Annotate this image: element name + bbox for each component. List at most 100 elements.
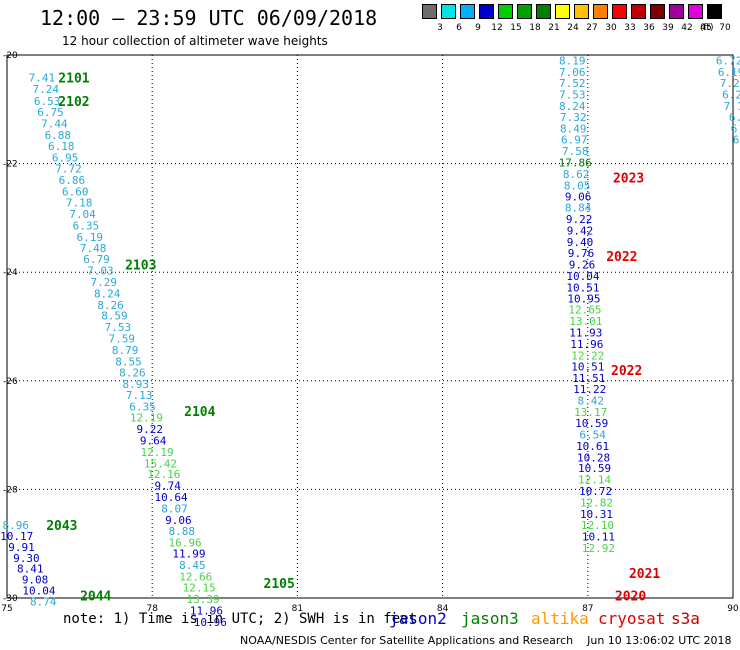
wave-height-value: 9.30 xyxy=(13,552,40,565)
y-tick-label: -20 xyxy=(3,51,18,61)
wave-height-value: 10.95 xyxy=(567,292,600,305)
y-tick-label: -26 xyxy=(3,377,18,387)
wave-height-value: 6.72 xyxy=(716,54,740,67)
legend-swatch xyxy=(707,4,722,19)
wave-height-value: 9.22 xyxy=(566,213,593,226)
wave-height-value: 7.29 xyxy=(91,276,118,289)
footer-note: note: 1) Time is in UTC; 2) SWH is in fe… xyxy=(63,611,418,627)
legend-label: 12 xyxy=(491,23,503,33)
wave-height-value: 12.82 xyxy=(580,496,613,509)
wave-height-value: 9.42 xyxy=(567,224,594,237)
wave-height-value: 12.19 xyxy=(140,446,173,459)
wave-height-value: 11.93 xyxy=(569,326,602,339)
legend-label: 33 xyxy=(624,23,636,33)
wave-height-value: 9.06 xyxy=(165,514,192,527)
wave-height-value: 9.91 xyxy=(8,541,35,554)
wave-height-value: 10.64 xyxy=(155,491,188,504)
wave-height-value: 10.61 xyxy=(576,440,609,453)
wave-height-value: 8.55 xyxy=(115,355,142,368)
wave-height-value: 13.39 xyxy=(186,593,219,606)
wave-height-value: 7.03 xyxy=(87,265,114,278)
x-tick-label: 78 xyxy=(146,604,158,614)
wave-height-value: 7.72 xyxy=(55,162,82,175)
wave-height-value: 7.53 xyxy=(105,321,132,334)
wave-height-value: 9.22 xyxy=(137,423,164,436)
wave-height-value: 9.76 xyxy=(568,247,595,260)
legend-swatch xyxy=(574,4,589,19)
pass-number-label: 2020 xyxy=(615,589,646,604)
wave-height-value: 6.60 xyxy=(62,185,89,198)
wave-height-value: 7.24 xyxy=(32,83,59,96)
pass-number-label: 2023 xyxy=(613,172,644,187)
wave-height-value: 7.10 xyxy=(724,100,740,113)
wave-height-value: 13.01 xyxy=(569,315,602,328)
wave-height-value: 17.86 xyxy=(559,157,592,170)
legend-label: 70 xyxy=(719,23,731,33)
wave-height-value: 11.22 xyxy=(573,383,606,396)
wave-height-value: 6.9 xyxy=(731,122,740,135)
wave-height-value: 8.05 xyxy=(564,179,591,192)
legend-swatch xyxy=(479,4,494,19)
wave-height-value: 8.19 xyxy=(559,54,586,67)
wave-height-value: 10.17 xyxy=(0,530,33,543)
wave-height-value: 8.24 xyxy=(94,287,121,300)
legend-swatch xyxy=(631,4,646,19)
satellite-name: jason2 xyxy=(389,609,447,628)
wave-height-value: 7.41 xyxy=(29,71,56,84)
wave-height-value: 8.45 xyxy=(179,559,206,572)
y-tick-label: -24 xyxy=(3,268,18,278)
legend-label: 39 xyxy=(662,23,674,33)
wave-height-value: 8.26 xyxy=(119,367,146,380)
x-tick-label: 90 xyxy=(727,604,739,614)
wave-height-value: 6.53 xyxy=(34,95,61,108)
pass-number-label: 2102 xyxy=(58,95,89,110)
wave-height-value: 11.96 xyxy=(570,338,603,351)
legend-label: 30 xyxy=(605,23,617,33)
wave-height-value: 10.72 xyxy=(579,485,612,498)
legend-swatch xyxy=(669,4,684,19)
legend-label: 36 xyxy=(643,23,655,33)
map-subtitle: 12 hour collection of altimeter wave hei… xyxy=(62,34,328,48)
legend-unit: (ft) xyxy=(700,23,714,33)
wave-height-value: 9.26 xyxy=(569,259,596,272)
wave-height-value: 6.3 xyxy=(733,134,740,147)
legend-swatch xyxy=(612,4,627,19)
wave-height-value: 6.75 xyxy=(37,106,64,119)
x-tick-label: 87 xyxy=(582,604,593,614)
pass-number-label: 2044 xyxy=(80,589,111,604)
wave-height-value: 8.59 xyxy=(101,310,128,323)
wave-height-value: 6.19 xyxy=(718,66,740,79)
wave-height-value: 15.42 xyxy=(144,457,177,470)
wave-height-value: 7.32 xyxy=(560,111,587,124)
wave-height-value: 10.51 xyxy=(566,281,599,294)
wave-height-value: 8.93 xyxy=(122,378,149,391)
pass-number-label: 2104 xyxy=(184,405,215,420)
wave-height-value: 8.74 xyxy=(30,595,57,608)
wave-height-value: 12.15 xyxy=(183,582,216,595)
satellite-name: jason3 xyxy=(461,609,519,628)
pass-number-label: 2105 xyxy=(264,577,295,592)
wave-height-value: 6.19 xyxy=(77,231,104,244)
y-tick-label: -28 xyxy=(3,485,18,495)
wave-height-value: 12.92 xyxy=(582,542,615,555)
legend-swatch xyxy=(422,4,437,19)
wave-height-value: 7.52 xyxy=(559,77,586,90)
pass-number-label: 2022 xyxy=(611,364,642,379)
wave-height-value: 8.79 xyxy=(112,344,139,357)
wave-height-value: 6.86 xyxy=(59,174,86,187)
wave-height-value: 9.08 xyxy=(22,574,49,587)
wave-height-value: 8.41 xyxy=(17,563,44,576)
x-tick-label: 84 xyxy=(437,604,449,614)
wave-height-value: 6.35 xyxy=(129,400,156,413)
wave-height-value: 6.97 xyxy=(561,134,588,147)
pass-number-label: 2021 xyxy=(629,567,660,582)
wave-height-value: 10.04 xyxy=(22,584,55,597)
x-tick-label: 75 xyxy=(1,604,12,614)
legend-label: 15 xyxy=(510,23,522,33)
legend-label: 3 xyxy=(437,23,443,33)
pass-number-label: 2022 xyxy=(606,250,637,265)
wave-height-value: 6.8 xyxy=(729,111,740,124)
wave-height-value: 16.96 xyxy=(169,537,202,550)
wave-height-value: 6.54 xyxy=(579,429,606,442)
